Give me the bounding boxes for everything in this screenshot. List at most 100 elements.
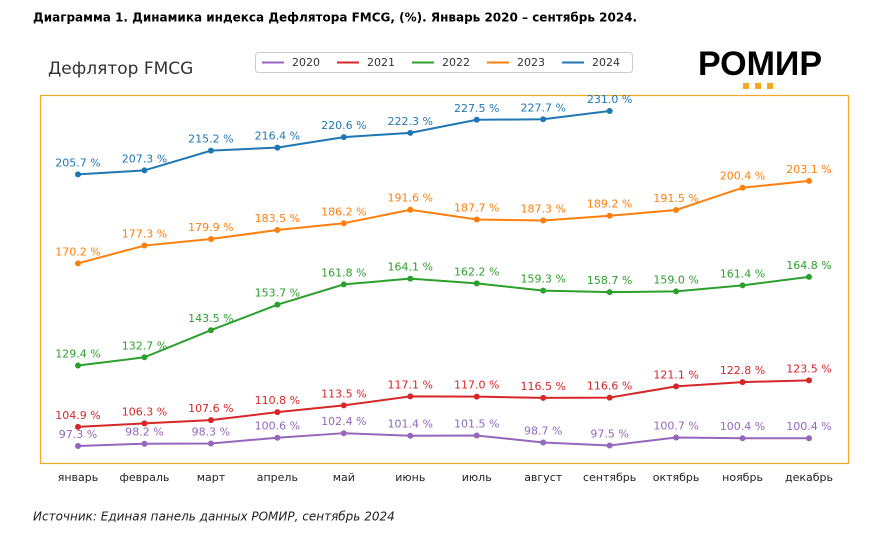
data-point <box>540 287 547 294</box>
data-label: 191.5 % <box>653 192 698 205</box>
legend-label: 2023 <box>517 56 545 69</box>
data-point <box>207 440 214 447</box>
data-point <box>274 227 281 234</box>
legend-box <box>255 52 633 73</box>
data-label: 161.8 % <box>321 266 366 279</box>
data-label: 116.6 % <box>587 380 632 393</box>
series-line <box>77 179 810 265</box>
data-point <box>473 280 480 287</box>
data-label: 100.4 % <box>786 420 831 433</box>
data-point <box>407 393 414 400</box>
x-tick-label: ноябрь <box>722 471 763 484</box>
data-label: 164.1 % <box>388 261 433 274</box>
legend-label: 2021 <box>367 56 395 69</box>
data-point <box>75 362 81 369</box>
data-label: 106.3 % <box>122 405 167 418</box>
data-label: 97.5 % <box>590 427 628 440</box>
series-line <box>77 379 810 428</box>
x-tick-label: февраль <box>120 471 170 484</box>
data-point <box>606 212 613 219</box>
data-label: 132.7 % <box>122 339 167 352</box>
data-label: 159.0 % <box>653 273 698 286</box>
data-point <box>606 289 613 296</box>
data-label: 117.1 % <box>388 378 433 391</box>
data-point <box>207 236 214 243</box>
data-label: 179.9 % <box>188 221 233 234</box>
data-point <box>806 377 812 384</box>
data-label: 162.2 % <box>454 265 499 278</box>
x-tick-label: сентябрь <box>583 471 636 484</box>
data-point <box>473 116 480 123</box>
data-point <box>606 442 613 449</box>
data-label: 117.0 % <box>454 379 499 392</box>
data-point <box>673 383 680 390</box>
data-label: 153.7 % <box>255 287 300 300</box>
data-label: 102.4 % <box>321 415 366 428</box>
x-tick-label: январь <box>58 471 99 484</box>
data-label: 164.8 % <box>786 259 831 272</box>
data-point <box>340 220 347 227</box>
data-point <box>75 171 81 178</box>
data-label: 100.4 % <box>720 420 765 433</box>
x-tick-label: июнь <box>395 471 425 484</box>
logo: РОМИР <box>698 45 822 83</box>
data-label: 187.7 % <box>454 202 499 215</box>
data-label: 98.7 % <box>524 424 562 437</box>
x-tick-label: май <box>333 471 355 484</box>
data-point <box>540 217 547 224</box>
data-point <box>407 275 414 282</box>
series-line <box>77 432 809 447</box>
data-label: 101.4 % <box>388 418 433 431</box>
x-tick-label: август <box>524 471 563 484</box>
legend-label: 2020 <box>292 56 320 69</box>
data-point <box>141 167 148 174</box>
x-tick-label: декабрь <box>785 471 833 484</box>
data-point <box>340 281 347 288</box>
data-label: 227.5 % <box>454 102 499 115</box>
data-point <box>673 206 680 213</box>
data-label: 161.4 % <box>720 267 765 280</box>
source-note: Источник: Единая панель данных РОМИР, се… <box>33 510 395 524</box>
data-label: 143.5 % <box>188 312 233 325</box>
data-label: 215.2 % <box>188 133 233 146</box>
data-point <box>673 288 680 295</box>
data-label: 98.2 % <box>125 426 163 439</box>
data-label: 222.3 % <box>388 115 433 128</box>
data-point <box>407 432 414 439</box>
logo-dot <box>743 83 749 89</box>
data-point <box>739 435 746 442</box>
data-point <box>207 327 214 334</box>
data-point <box>274 301 281 308</box>
data-label: 159.3 % <box>520 273 565 286</box>
data-point <box>340 402 347 409</box>
data-point <box>806 435 812 442</box>
series-line <box>77 275 810 367</box>
legend-label: 2022 <box>442 56 470 69</box>
data-label: 177.3 % <box>122 228 167 241</box>
logo-dot <box>755 83 761 89</box>
data-label: 203.1 % <box>786 163 831 176</box>
data-label: 98.3 % <box>192 425 230 438</box>
data-point <box>141 440 148 447</box>
data-label: 200.4 % <box>720 170 765 183</box>
data-label: 191.6 % <box>388 192 433 205</box>
data-point <box>207 147 214 154</box>
data-point <box>141 242 148 249</box>
data-label: 110.8 % <box>255 394 300 407</box>
data-label: 121.1 % <box>653 368 698 381</box>
data-point <box>141 420 148 427</box>
data-point <box>274 144 281 151</box>
data-point <box>739 282 746 289</box>
data-point <box>340 134 347 141</box>
data-point <box>407 129 414 136</box>
data-point <box>207 417 214 424</box>
data-label: 189.2 % <box>587 198 632 211</box>
data-point <box>274 434 281 441</box>
legend-label: 2024 <box>592 56 620 69</box>
header-title: Диаграмма 1. Динамика индекса Дефлятора … <box>33 11 637 25</box>
data-label: 129.4 % <box>55 348 100 361</box>
data-label: 216.4 % <box>255 130 300 143</box>
data-point <box>274 409 281 416</box>
data-point <box>75 442 81 449</box>
